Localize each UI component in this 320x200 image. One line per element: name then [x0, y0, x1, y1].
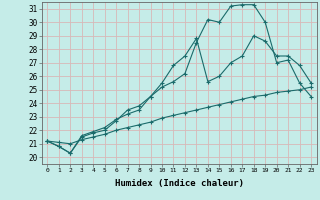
X-axis label: Humidex (Indice chaleur): Humidex (Indice chaleur): [115, 179, 244, 188]
